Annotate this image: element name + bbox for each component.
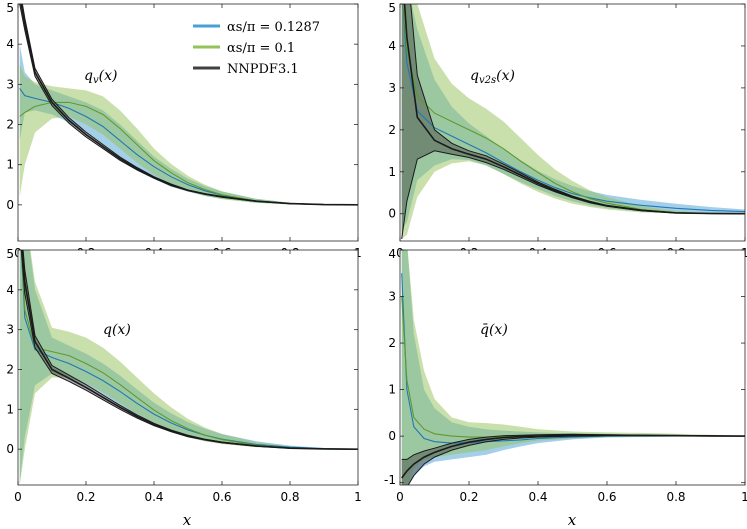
y-tick-label: 0 — [6, 442, 14, 456]
y-tick-label: 1 — [388, 383, 396, 397]
legend-entry-1: αs/π = 0.1 — [227, 41, 295, 56]
x-tick-label: 0.2 — [76, 490, 95, 504]
x-tick-label: 0.8 — [280, 490, 299, 504]
x-tick-label: 0 — [14, 490, 22, 504]
x-tick-label: 0.6 — [212, 490, 231, 504]
band-alpha-1 — [19, 250, 358, 485]
y-tick-label: 0 — [388, 429, 396, 443]
plot-content — [401, 250, 745, 485]
x-axis-title-left: x — [183, 511, 192, 529]
y-tick-label: 2 — [388, 123, 396, 137]
y-tick-label: -1 — [384, 473, 396, 487]
plot-content — [19, 250, 358, 485]
x-tick-label: 0.2 — [459, 490, 478, 504]
panel-label-q: q(x) — [103, 322, 131, 338]
nnpdf-upper-edge — [401, 433, 745, 460]
legend: αs/π = 0.1287 αs/π = 0.1 NNPDF3.1 — [189, 12, 349, 82]
nnpdf-upper-edge — [410, 4, 745, 215]
y-tick-label: 5 — [6, 1, 14, 15]
x-tick-label: 0.4 — [144, 490, 163, 504]
panel-qv2s: 00.20.40.60.81012345qv2s(x) — [388, 1, 747, 260]
y-tick-label: 3 — [388, 290, 396, 304]
panel-q: 0 0.2 0.4 0.6 0.8 1 0 1 2 3 4 5 q(x) — [6, 247, 362, 504]
band-alpha-1 — [401, 250, 745, 485]
y-tick-label: 2 — [388, 336, 396, 350]
y-tick-label: 2 — [6, 118, 14, 132]
x-tick-label: 1 — [354, 490, 362, 504]
legend-entry-0: αs/π = 0.1287 — [227, 20, 320, 35]
line-alpha-0 — [402, 4, 745, 213]
y-tick-label: 1 — [6, 158, 14, 172]
y-tick-label: 1 — [6, 402, 14, 416]
plot-content — [19, 4, 358, 206]
line-alpha-0 — [20, 250, 358, 450]
x-tick-label: 0.6 — [597, 490, 616, 504]
axes-frame — [399, 3, 746, 242]
x-tick-label: 0 — [396, 490, 404, 504]
y-tick-label: 5 — [6, 247, 14, 261]
axes-frame — [17, 249, 359, 486]
plot-content — [401, 4, 745, 239]
y-tick-label: 0 — [6, 198, 14, 212]
x-tick-label: 0.4 — [528, 490, 547, 504]
y-tick-label: 0 — [388, 207, 396, 221]
nnpdf-upper-edge — [21, 4, 358, 206]
y-tick-label: 4 — [6, 283, 14, 297]
legend-entry-2: NNPDF3.1 — [227, 62, 299, 77]
y-tick-label: 4 — [388, 247, 396, 261]
x-tick-label: 1 — [741, 490, 747, 504]
panel-label-qbar: q̄(x) — [480, 322, 508, 338]
band-alpha-1 — [19, 64, 358, 205]
x-axis-title-right: x — [568, 511, 577, 529]
y-tick-label: 4 — [6, 37, 14, 51]
band-alpha-0 — [401, 4, 745, 231]
x-tick-label: 0.8 — [666, 490, 685, 504]
panel-label-qv2s: qv2s(x) — [470, 68, 515, 86]
y-tick-label: 2 — [6, 362, 14, 376]
y-tick-label: 3 — [388, 81, 396, 95]
y-tick-label: 5 — [388, 1, 396, 15]
nnpdf-lower-edge — [401, 150, 745, 239]
nnpdf-upper-edge — [22, 250, 358, 450]
y-tick-label: 3 — [6, 77, 14, 91]
y-tick-label: 1 — [388, 165, 396, 179]
axes-frame — [17, 3, 359, 242]
axes-frame — [399, 249, 746, 486]
y-tick-label: 3 — [6, 323, 14, 337]
y-tick-label: 4 — [388, 39, 396, 53]
panel-label-qv: qv(x) — [84, 68, 117, 86]
